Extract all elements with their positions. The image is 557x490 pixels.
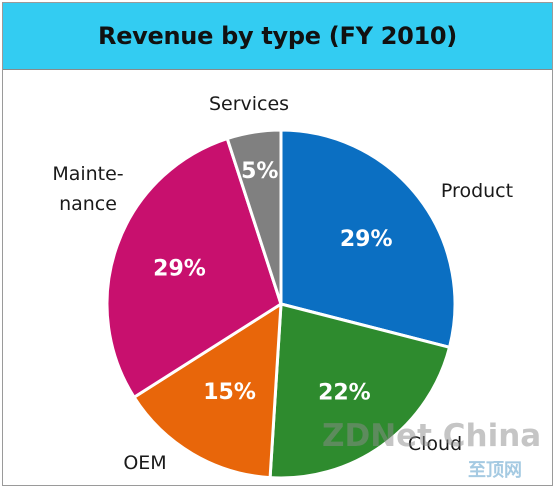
watermark: ZDNet China 至顶网 (322, 418, 541, 481)
pie-category-label-oem: OEM (123, 452, 166, 474)
pie-category-label-line: Cloud (408, 433, 462, 455)
watermark-subtext: 至顶网 (468, 460, 522, 481)
pie-category-label-line: nance (59, 193, 117, 215)
pie-slice-cloud (268, 302, 452, 480)
watermark-text: ZDNet China (322, 418, 541, 454)
pie-category-label-line: OEM (123, 452, 166, 474)
pie-value-label-services: 5% (241, 159, 278, 184)
pie-slice-maintenance (105, 137, 283, 399)
pie-category-label-product: Product (441, 180, 513, 202)
pie-slice-services (225, 128, 283, 306)
pie-category-label-cloud: Cloud (408, 433, 462, 455)
pie-category-label-line: Services (209, 93, 289, 115)
pie-slice-oem (132, 302, 283, 480)
pie-labels: 29% Product 22% Cloud 15% OEM 29% Mainte-nance 5… (52, 93, 513, 474)
pie-category-label-line: Product (441, 180, 513, 202)
title-bar: Revenue by type (FY 2010) (3, 3, 552, 70)
pie-value-label-maintenance: 29% (153, 257, 206, 282)
pie-value-label-product: 29% (340, 227, 393, 252)
pie-category-label-maintenance: Mainte-nance (52, 163, 123, 215)
pie-category-label-services: Services (209, 93, 289, 115)
pie-value-label-oem: 15% (203, 380, 256, 405)
pie-category-label-line: Mainte- (52, 163, 123, 185)
pie-value-label-cloud: 22% (318, 380, 371, 405)
pie-slices (105, 128, 457, 480)
chart-title: Revenue by type (FY 2010) (98, 22, 457, 50)
pie-slice-product (279, 128, 457, 349)
